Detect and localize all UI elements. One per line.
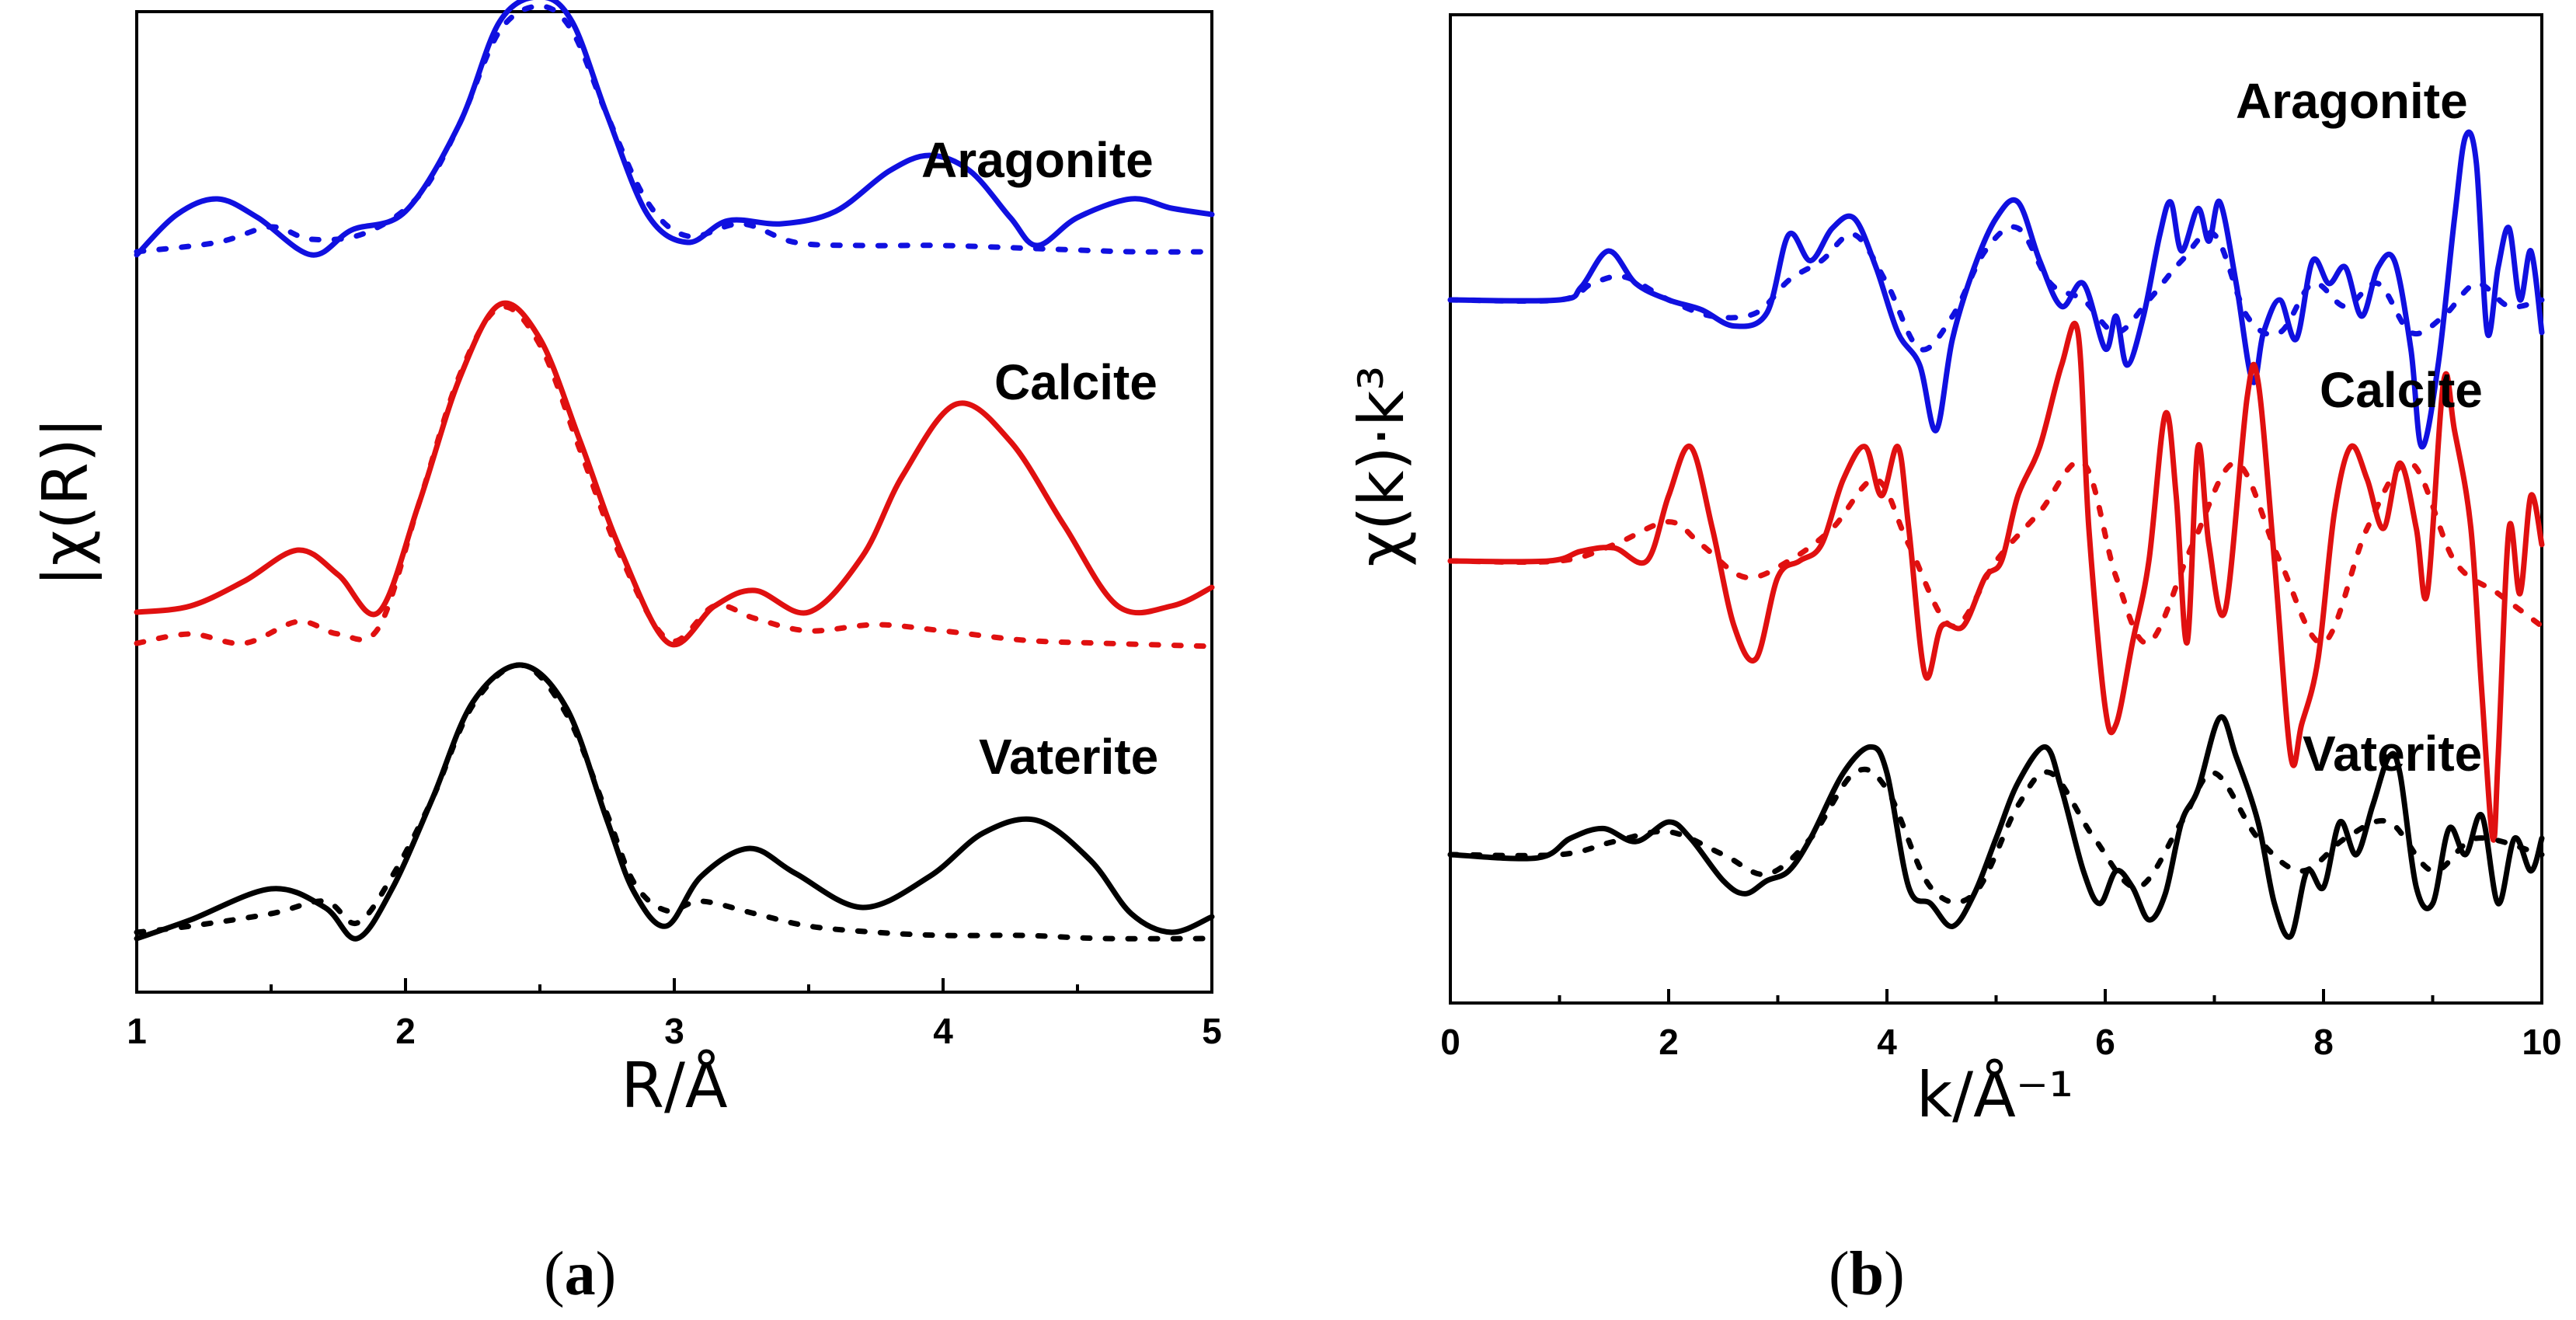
panel-b-x-tick-label: 0 [1440,1022,1460,1062]
panel-b-vaterite-experiment-line [1447,714,2545,940]
panel-a-calcite-fit-line [134,304,1215,650]
panel-b-y-axis-title: χ(k)·k³ [1345,366,1418,567]
panel-a-x-tick-label: 2 [395,1011,416,1051]
panel-b-x-axis-title: k/Å⁻¹ [1916,1058,2073,1131]
panel-a-aragonite-fit-line [134,3,1215,255]
panel-b-calcite-fit-line [1447,458,2545,646]
panel-a-x-ticks: 1 2 3 4 5 [127,978,1222,1051]
panel-b-calcite-experiment-line [1447,321,2545,843]
panel-b-aragonite-experiment-line [1447,129,2545,450]
panel-a-x-tick-label: 1 [127,1011,147,1051]
panel-a-x-axis-title: R/Å [621,1049,728,1122]
panel-a-plot-area [134,0,1215,942]
panel-b-aragonite-fit-line [1447,224,2545,353]
panel-a-x-tick-label: 5 [1202,1011,1222,1051]
panel-b-label-calcite: Calcite [2320,362,2483,418]
panel-a-caption: (a) [544,1240,616,1308]
panel-b-x-tick-label: 6 [2095,1022,2115,1062]
panel-b-vaterite-fit-line [1447,766,2545,905]
panel-a-caption-letter: a [565,1240,596,1308]
panel-a-label-aragonite: Aragonite [921,132,1154,188]
panel-b-caption-letter: b [1850,1240,1885,1308]
panel-a-x-tick-label: 3 [664,1011,684,1051]
panel-b-caption: (b) [1829,1240,1905,1308]
panel-a-y-axis-title: |χ(R)| [30,417,103,587]
panel-b-x-tick-label: 4 [1877,1022,1897,1062]
panel-a-label-calcite: Calcite [994,354,1157,410]
panel-b: 0 2 4 6 8 10 Aragonite Calcite Vaterite k/Å⁻¹… [1345,13,2562,1308]
panel-b-label-vaterite: Vaterite [2303,726,2482,782]
panel-b-x-tick-label: 8 [2313,1022,2334,1062]
panel-a: 1 2 3 4 5 Aragonite Calcite Vaterite R/Å |χ(… [30,0,1222,1308]
panel-a-vaterite-experiment-line [134,662,1215,942]
panel-a-vaterite-fit-line [134,662,1215,942]
panel-b-x-tick-label: 10 [2522,1022,2561,1062]
panel-b-label-aragonite: Aragonite [2236,73,2468,129]
panel-a-x-tick-label: 4 [933,1011,953,1051]
panel-b-x-tick-label: 2 [1659,1022,1679,1062]
panel-b-x-ticks: 0 2 4 6 8 10 [1440,989,2562,1062]
panel-b-plot-area [1447,129,2545,940]
panel-a-label-vaterite: Vaterite [979,729,1158,785]
panel-a-aragonite-experiment-line [134,0,1215,258]
